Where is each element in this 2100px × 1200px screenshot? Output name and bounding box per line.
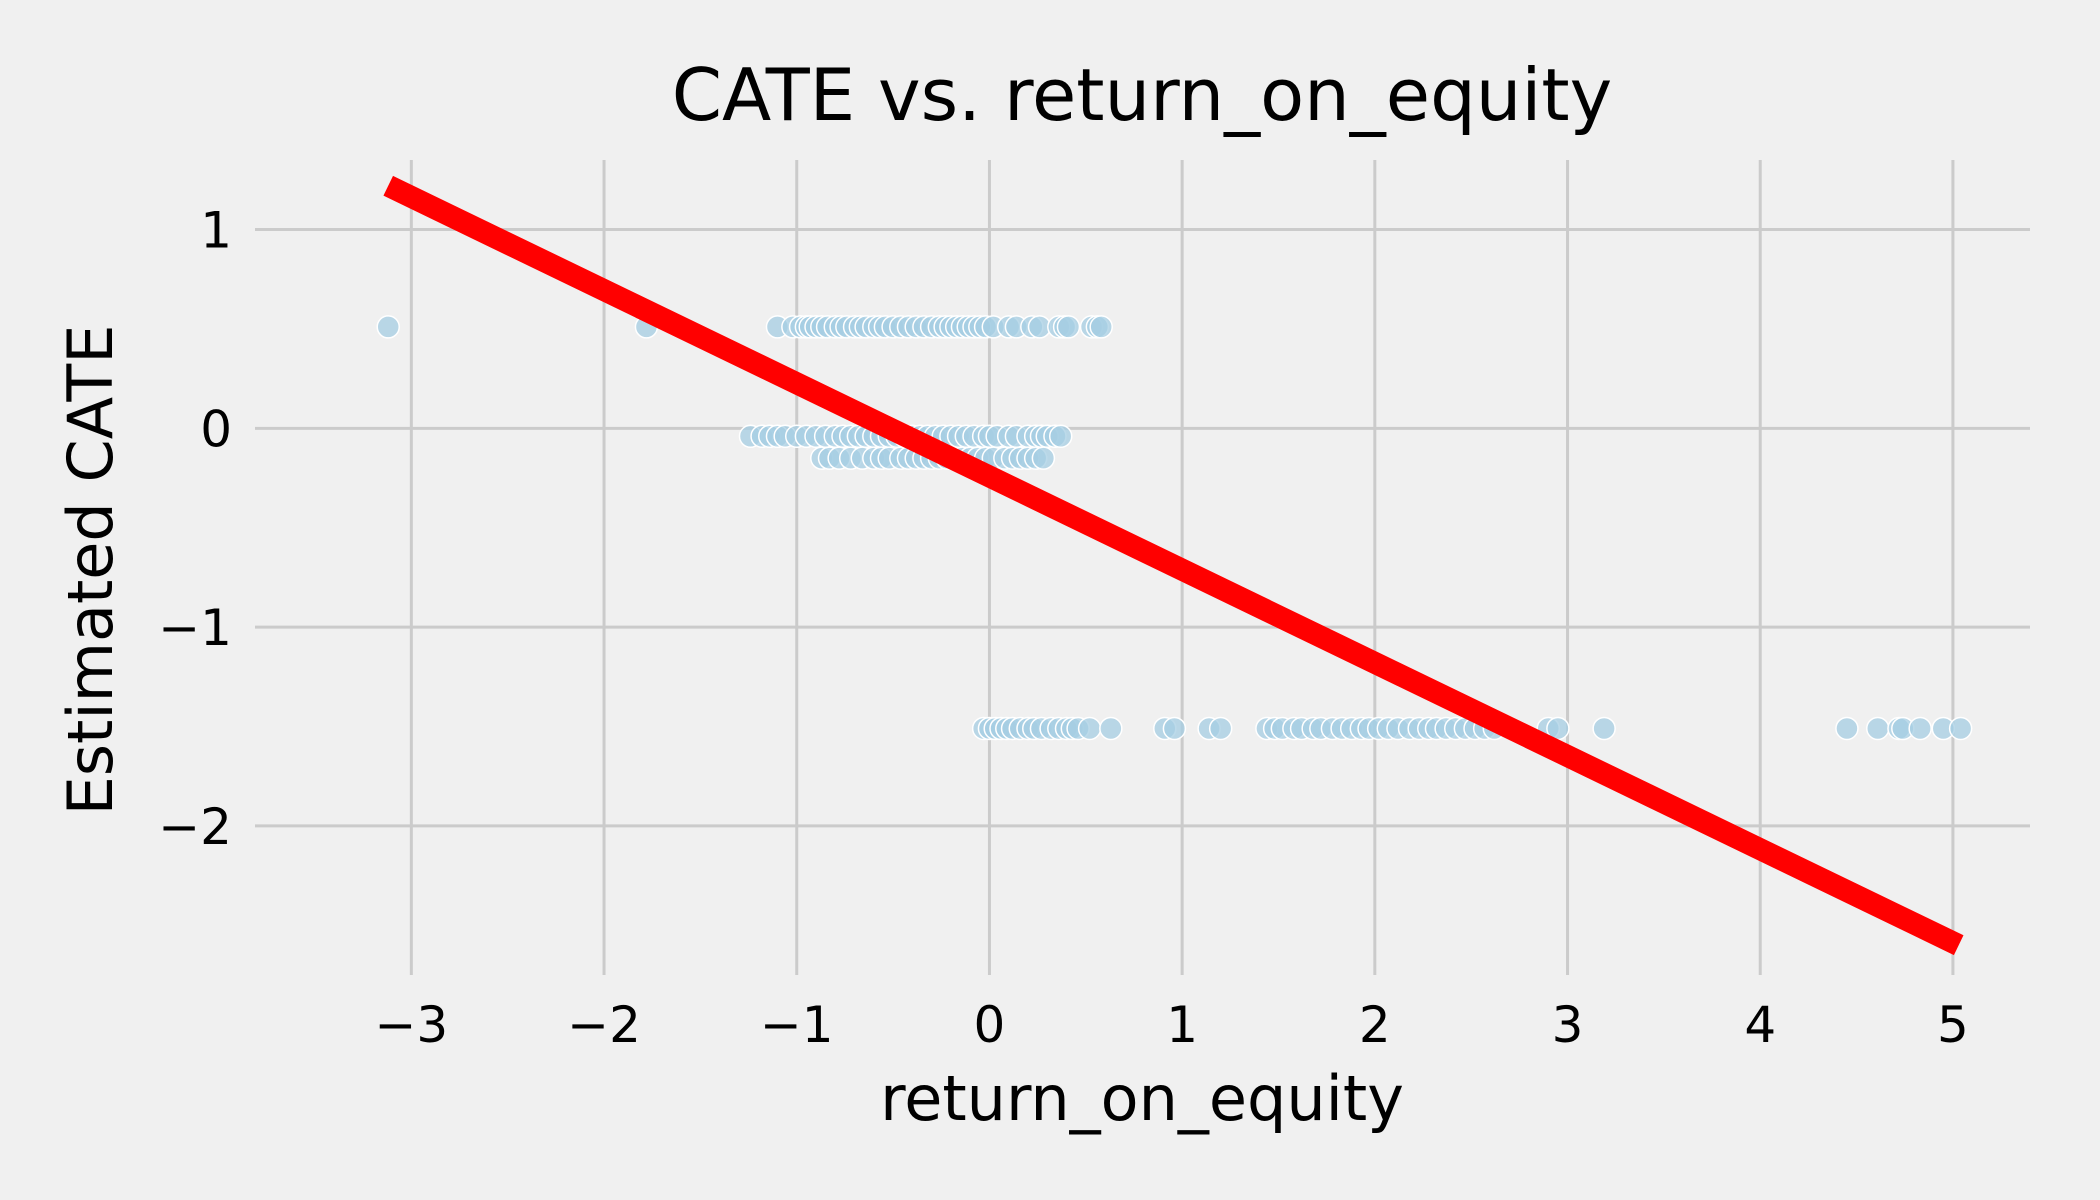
y-axis-label: Estimated CATE bbox=[54, 325, 127, 816]
x-tick-label: 2 bbox=[1359, 996, 1391, 1054]
scatter-point bbox=[1908, 716, 1932, 741]
scatter-point bbox=[1048, 424, 1073, 449]
y-tick-label: −1 bbox=[158, 599, 232, 657]
scatter-point bbox=[1089, 315, 1113, 339]
scatter-point bbox=[1077, 716, 1102, 741]
scatter-point bbox=[1208, 716, 1233, 741]
chart-title: CATE vs. return_on_equity bbox=[672, 53, 1613, 137]
y-tick-label: 1 bbox=[200, 202, 232, 260]
scatter-point bbox=[376, 315, 400, 339]
x-tick-label: −1 bbox=[760, 996, 834, 1054]
scatter-point bbox=[1592, 716, 1616, 741]
x-tick-label: 1 bbox=[1166, 996, 1198, 1054]
scatter-point bbox=[1866, 716, 1890, 741]
y-tick-labels: −2 −1 0 1 bbox=[158, 202, 232, 856]
x-tick-label: 0 bbox=[974, 996, 1006, 1054]
scatter-point bbox=[1162, 716, 1187, 741]
x-tick-label: 3 bbox=[1552, 996, 1584, 1054]
x-tick-label: −3 bbox=[374, 996, 448, 1054]
fit-line-group bbox=[383, 175, 1964, 956]
x-tick-labels: −3 −2 −1 0 1 2 3 4 5 bbox=[374, 996, 1968, 1054]
scatter-point bbox=[1099, 716, 1123, 741]
fit-line bbox=[383, 175, 1964, 956]
x-tick-label: −2 bbox=[567, 996, 641, 1054]
scatter-point bbox=[1948, 716, 1973, 741]
x-tick-label: 5 bbox=[1937, 996, 1969, 1054]
scatter-point bbox=[1835, 716, 1859, 741]
x-tick-label: 4 bbox=[1744, 996, 1776, 1054]
y-tick-label: 0 bbox=[200, 400, 232, 458]
scatter-point bbox=[1056, 315, 1081, 339]
x-axis-label: return_on_equity bbox=[880, 1062, 1404, 1135]
scatter-point bbox=[1031, 446, 1056, 470]
y-tick-label: −2 bbox=[158, 798, 232, 856]
